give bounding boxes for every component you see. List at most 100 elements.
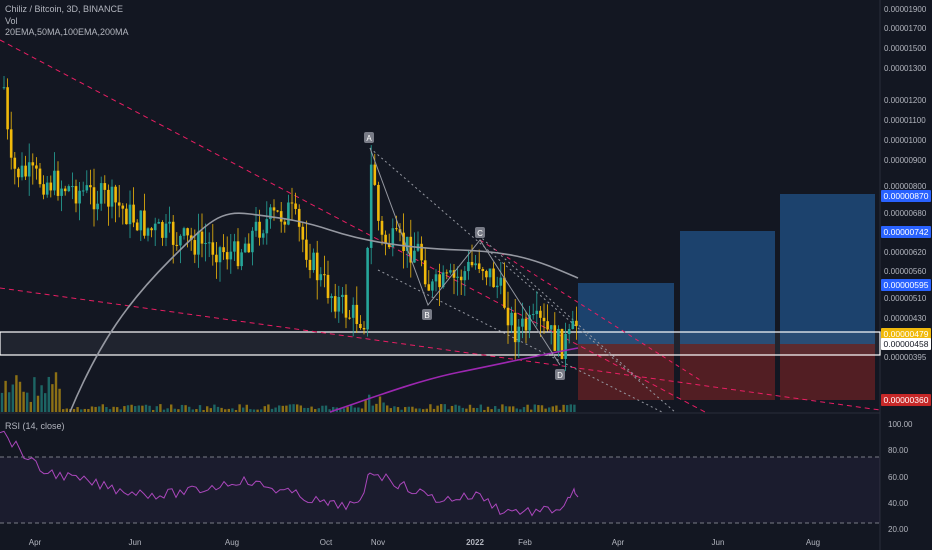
candle-body xyxy=(2,87,6,89)
candle-body xyxy=(27,162,31,177)
price-tick-label: 0.00001900 xyxy=(884,5,927,14)
volume-bar xyxy=(36,395,40,412)
volume-bar xyxy=(414,408,418,412)
volume-bar xyxy=(522,407,526,412)
volume-bar xyxy=(123,406,126,412)
candle-body xyxy=(236,241,240,267)
price-badge: 0.00000360 xyxy=(881,394,931,406)
price-tick-label: 0.00000680 xyxy=(884,209,927,218)
volume-bar xyxy=(429,404,432,412)
candle-body xyxy=(409,236,413,263)
volume-bar xyxy=(386,405,389,412)
time-tick-label: Aug xyxy=(806,538,820,547)
volume-bar xyxy=(321,405,324,412)
candle-body xyxy=(510,312,513,326)
time-tick-label: 2022 xyxy=(466,538,484,547)
candle-body xyxy=(225,252,229,260)
candle-body xyxy=(63,188,67,192)
volume-bar xyxy=(260,409,263,412)
candle-body xyxy=(467,261,470,272)
indicators-label: 20EMA,50MA,100EMA,200MA xyxy=(5,27,129,37)
price-badge: 0.00000870 xyxy=(881,190,931,202)
time-tick-label: Oct xyxy=(320,538,333,547)
volume-bar xyxy=(62,409,65,412)
volume-bar xyxy=(58,388,61,412)
volume-bar xyxy=(515,408,518,412)
volume-bar xyxy=(98,406,101,412)
candle-body xyxy=(287,202,290,225)
candle-body xyxy=(420,243,423,261)
candle-body xyxy=(308,259,312,271)
candle-body xyxy=(341,294,344,298)
candle-body xyxy=(326,274,330,299)
trendline-mid xyxy=(479,239,701,381)
wave-label-box xyxy=(475,227,485,238)
wave-label-box xyxy=(422,309,432,320)
candle-body xyxy=(413,250,416,263)
volume-bar xyxy=(483,409,486,412)
candle-body xyxy=(110,186,114,207)
volume-bar xyxy=(116,407,119,412)
volume-bar xyxy=(0,392,4,412)
volume-bar xyxy=(54,372,58,412)
volume-bar xyxy=(360,408,364,412)
candle-body xyxy=(315,252,319,281)
stop-zone-2 xyxy=(680,344,775,400)
support-range-box xyxy=(0,331,881,356)
candle-body xyxy=(355,304,359,324)
candle-body xyxy=(186,228,189,236)
candle-body xyxy=(107,189,110,207)
volume-bar xyxy=(382,402,385,412)
volume-bar xyxy=(141,405,144,412)
volume-bar xyxy=(137,405,140,412)
volume-bar xyxy=(40,385,43,412)
volume-bar xyxy=(245,404,248,412)
stop-zone-3 xyxy=(780,344,875,400)
volume-bar xyxy=(378,396,382,412)
price-badge: 0.00000479 xyxy=(881,328,931,340)
candle-body xyxy=(560,328,564,359)
trendline-lower xyxy=(0,287,881,411)
target-zone-1 xyxy=(578,283,674,344)
volume-bar xyxy=(432,408,436,412)
volume-bar xyxy=(490,409,493,412)
candle-body xyxy=(441,272,445,288)
volume-bar xyxy=(533,404,536,412)
candle-body xyxy=(492,268,495,288)
candle-body xyxy=(459,276,463,281)
candle-body xyxy=(114,186,117,203)
volume-bar xyxy=(299,405,302,412)
candle-body xyxy=(240,252,243,267)
volume-bar xyxy=(76,407,79,412)
volume-bar xyxy=(562,404,565,412)
candle-body xyxy=(553,325,557,351)
candle-body xyxy=(344,294,348,318)
candle-body xyxy=(575,320,578,326)
candle-body xyxy=(294,203,297,209)
volume-bar xyxy=(357,407,360,412)
candle-body xyxy=(427,284,431,291)
price-tick-label: 0.00000560 xyxy=(884,267,927,276)
volume-bar xyxy=(328,409,331,412)
volume-bar xyxy=(130,404,133,412)
candle-body xyxy=(366,247,369,330)
time-tick-label: Jun xyxy=(129,538,142,547)
volume-bar xyxy=(80,409,83,412)
candle-body xyxy=(434,274,438,282)
candle-body xyxy=(391,228,395,248)
candle-body xyxy=(369,164,373,248)
volume-bar xyxy=(551,406,554,412)
volume-bar xyxy=(537,405,540,412)
volume-bar xyxy=(389,408,392,412)
volume-bar xyxy=(29,401,32,412)
volume-bar xyxy=(504,406,508,412)
candle-body xyxy=(387,243,391,248)
candle-body xyxy=(164,223,168,238)
volume-bar xyxy=(238,404,241,412)
volume-bar xyxy=(494,406,497,412)
candle-body xyxy=(56,170,60,196)
volume-bar xyxy=(44,393,47,412)
volume-bar xyxy=(422,409,425,412)
volume-bar xyxy=(468,404,472,412)
